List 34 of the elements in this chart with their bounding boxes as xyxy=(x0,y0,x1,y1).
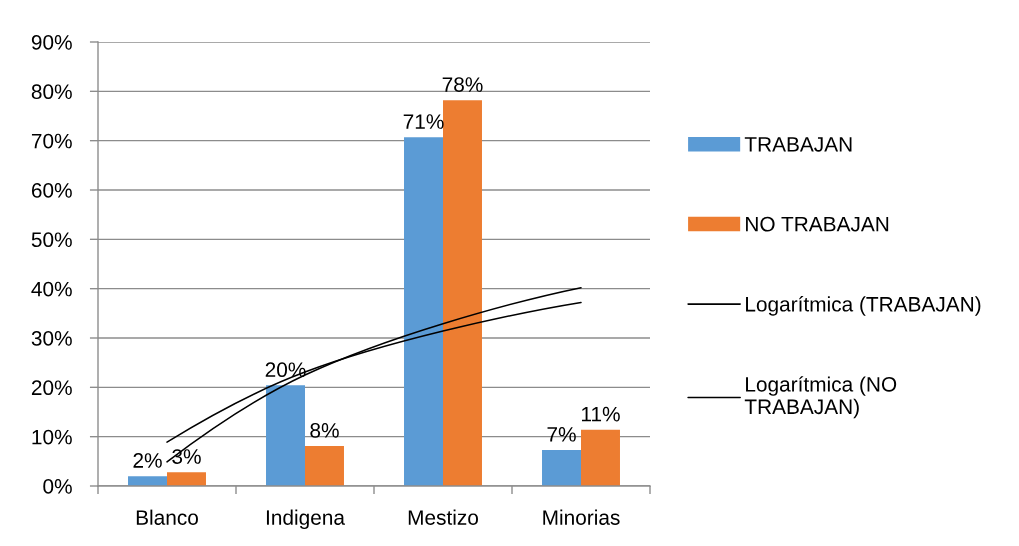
y-tick-label: 20% xyxy=(31,380,72,396)
y-tick-label: 90% xyxy=(31,35,72,50)
legend-label: Logarítmica (NO TRABAJAN) xyxy=(744,376,897,419)
y-tick-label: 60% xyxy=(31,183,72,198)
y-tick-label: 0% xyxy=(43,479,72,494)
line-series xyxy=(166,286,582,463)
legend-label: TRABAJAN xyxy=(744,137,852,152)
bar xyxy=(128,476,167,486)
x-tick-label: Mestizo xyxy=(408,509,479,525)
y-tick-label: 70% xyxy=(31,133,72,149)
legend-label: Logarítmica (TRABAJAN) xyxy=(746,296,981,316)
y-tick-label: 80% xyxy=(31,84,72,100)
y-tick-label: 40% xyxy=(31,281,72,297)
data-label: 2% xyxy=(133,453,162,468)
data-label: 11% xyxy=(582,406,620,422)
y-tick-label: 30% xyxy=(31,331,72,346)
bar xyxy=(581,429,620,486)
y-tick-label: 10% xyxy=(32,429,72,445)
bar xyxy=(305,446,344,486)
bar xyxy=(542,449,581,486)
bar xyxy=(266,385,305,486)
data-label: 8% xyxy=(310,423,339,438)
x-tick-label: Minorias xyxy=(543,509,620,525)
data-label: 78% xyxy=(442,77,483,92)
bar xyxy=(404,137,443,486)
data-label: 7% xyxy=(547,427,576,442)
x-tick-label: Blanco xyxy=(136,509,198,525)
data-label: 20% xyxy=(265,362,306,378)
data-label: 3% xyxy=(172,449,201,464)
x-tick-label: Indigena xyxy=(266,509,345,530)
bar xyxy=(167,472,206,486)
legend-label: NO TRABAJAN xyxy=(746,216,889,232)
bar xyxy=(443,100,482,486)
y-tick-label: 50% xyxy=(31,232,72,248)
